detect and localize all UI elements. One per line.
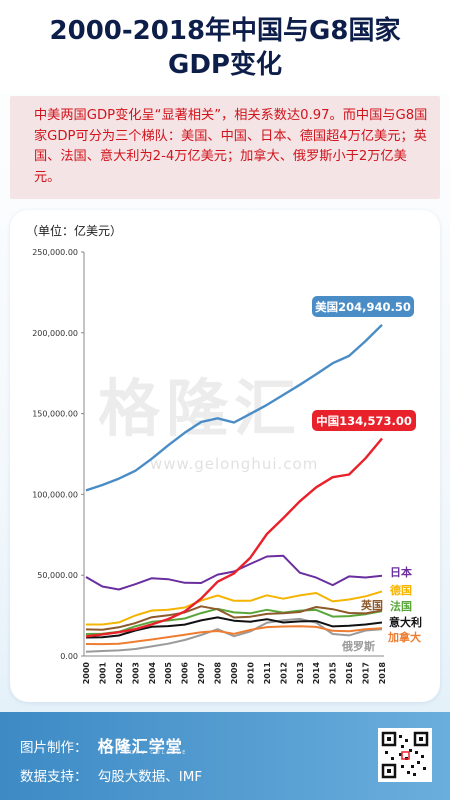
series-line — [85, 323, 383, 492]
x-tick-label: 2017 — [362, 662, 371, 684]
x-tick-label: 2013 — [296, 662, 305, 684]
x-tick-label: 2009 — [230, 662, 239, 685]
series-label: 意大利 — [389, 615, 422, 629]
x-tick-label: 2002 — [115, 662, 124, 684]
x-tick-label: 2012 — [279, 662, 288, 684]
x-tick-label: 2003 — [131, 662, 140, 684]
series-line — [85, 554, 383, 591]
credit-label: 图片制作： — [20, 740, 88, 756]
footer-credit: 图片制作： 格隆汇学堂 — [20, 733, 189, 757]
series-line — [85, 625, 383, 646]
series-label: 俄罗斯 — [341, 639, 375, 653]
y-tick-label: 100,000.00 — [32, 490, 78, 499]
y-tick-label: 200,000.00 — [32, 329, 78, 338]
x-tick-label: 2001 — [98, 662, 107, 685]
x-tick-label: 2004 — [148, 662, 157, 685]
y-tick-label: 150,000.00 — [32, 410, 78, 419]
series-label: 法国 — [390, 599, 412, 613]
x-tick-label: 2006 — [181, 662, 190, 685]
source-label: 数据支持： — [20, 769, 88, 785]
x-tick-label: 2008 — [214, 662, 223, 685]
series-label: 加拿大 — [387, 630, 421, 644]
callout-label: 中国134,573.00 — [316, 414, 412, 428]
series-line — [86, 590, 383, 626]
callout-box — [312, 410, 416, 431]
callout-box — [312, 296, 414, 317]
source-value: 勾股大数据、IMF — [97, 769, 203, 785]
y-tick-label: 250,000.00 — [32, 248, 78, 257]
callout-label: 美国204,940.50 — [315, 300, 411, 314]
x-tick-label: 2016 — [345, 662, 354, 685]
y-tick-label: 50,000.00 — [37, 571, 78, 580]
series-line — [85, 437, 383, 638]
series-line — [85, 616, 383, 639]
x-tick-label: 2005 — [164, 662, 173, 685]
chart-title-line1: 2000-2018年中国与G8国家 — [49, 16, 401, 46]
x-tick-label: 2000 — [82, 662, 91, 685]
x-tick-label: 2014 — [312, 662, 321, 685]
series-line — [85, 607, 383, 635]
series-label: 德国 — [389, 583, 412, 597]
intro-text: 中美两国GDP变化呈“显著相关”，相关系数达0.97。而中国与G8国家GDP可分… — [10, 96, 440, 199]
x-tick-label: 2011 — [263, 662, 272, 685]
series-line — [85, 605, 383, 631]
chart-title-line2: GDP变化 — [168, 50, 282, 80]
watermark: 格隆汇 — [98, 372, 303, 445]
x-tick-label: 2018 — [378, 662, 387, 685]
x-tick-label: 2015 — [329, 662, 338, 685]
unit-label: （单位：亿美元） — [26, 224, 123, 238]
watermark-url: www.gelonghui.com — [150, 455, 319, 473]
series-line — [85, 617, 383, 653]
credit-brand-sub: GURU COLLEGE — [124, 750, 188, 756]
x-tick-label: 2007 — [197, 662, 206, 684]
footer-source: 数据支持： 勾股大数据、IMF — [20, 765, 208, 785]
series-label: 英国 — [360, 598, 383, 612]
qr-code-icon — [378, 728, 432, 782]
credit-brand: 格隆汇学堂 — [97, 737, 183, 756]
series-label: 日本 — [390, 565, 412, 579]
y-tick-label: 0.00 — [60, 652, 78, 661]
chart-title: 2000-2018年中国与G8国家 GDP变化 — [0, 14, 450, 82]
x-tick-label: 2010 — [246, 662, 255, 685]
